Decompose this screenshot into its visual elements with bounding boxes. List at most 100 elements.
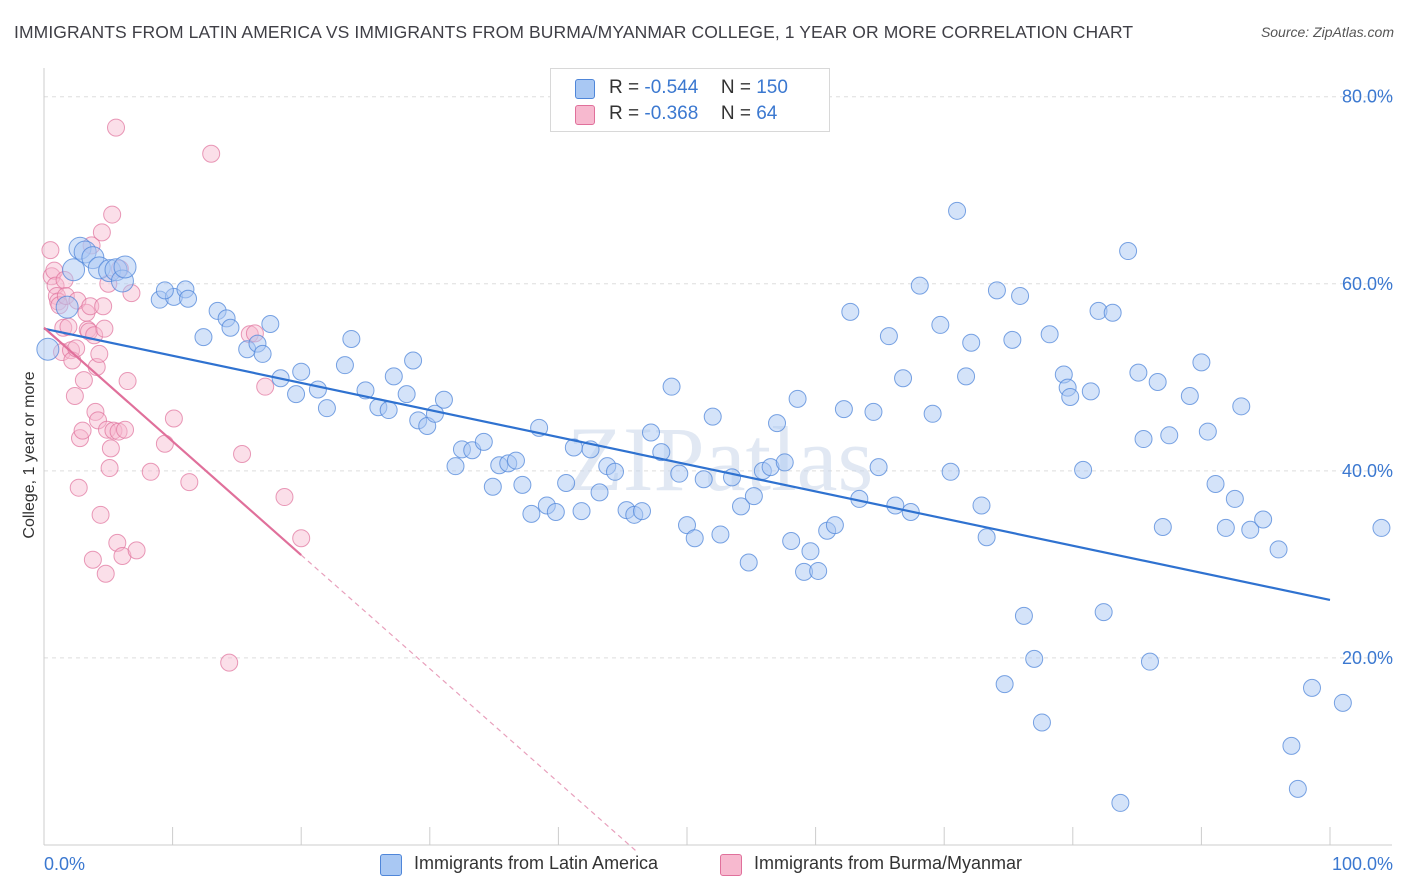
data-point-latin-america bbox=[1061, 387, 1080, 406]
data-point-latin-america bbox=[1032, 713, 1051, 732]
y-tick-label: 20.0% bbox=[1342, 648, 1393, 668]
data-point-latin-america bbox=[179, 289, 198, 308]
data-point-latin-america bbox=[335, 356, 354, 375]
data-point-latin-america bbox=[1040, 325, 1059, 344]
data-point-latin-america bbox=[379, 401, 398, 420]
data-point-latin-america bbox=[522, 504, 541, 523]
data-point-latin-america bbox=[1216, 518, 1235, 537]
trend-line-burma-extension bbox=[300, 554, 636, 851]
source-label: Source: ZipAtlas.com bbox=[1260, 24, 1394, 40]
legend-n-label: N = bbox=[720, 103, 751, 124]
data-point-latin-america bbox=[1094, 603, 1113, 622]
data-point-burma bbox=[292, 529, 311, 548]
data-point-latin-america bbox=[739, 553, 758, 572]
data-point-latin-america bbox=[474, 432, 493, 451]
data-point-latin-america bbox=[308, 380, 327, 399]
data-point-latin-america bbox=[1254, 510, 1273, 529]
data-point-latin-america bbox=[483, 477, 502, 496]
data-point-latin-america bbox=[1148, 372, 1167, 391]
burma-series bbox=[41, 118, 311, 672]
data-point-burma bbox=[164, 409, 183, 428]
data-point-latin-america bbox=[434, 390, 453, 409]
data-point-latin-america bbox=[962, 333, 981, 352]
y-tick-label: 80.0% bbox=[1342, 87, 1393, 107]
data-point-latin-america bbox=[36, 337, 60, 361]
data-point-burma bbox=[74, 371, 93, 390]
data-point-burma bbox=[113, 546, 132, 565]
data-point-burma bbox=[89, 411, 108, 430]
data-point-burma bbox=[71, 429, 90, 448]
data-point-burma bbox=[127, 541, 146, 560]
data-point-burma bbox=[96, 564, 115, 583]
data-point-burma bbox=[69, 478, 88, 497]
data-point-latin-america bbox=[62, 258, 86, 282]
legend-r-label: R = bbox=[609, 77, 640, 98]
data-point-burma bbox=[65, 387, 84, 406]
data-point-latin-america bbox=[1074, 460, 1093, 479]
data-point-burma bbox=[256, 377, 275, 396]
data-point-latin-america bbox=[957, 367, 976, 386]
data-point-latin-america bbox=[694, 470, 713, 489]
y-tick-label: 60.0% bbox=[1342, 274, 1393, 294]
data-point-burma bbox=[90, 344, 109, 363]
data-point-latin-america bbox=[253, 344, 272, 363]
data-point-latin-america bbox=[1241, 520, 1260, 539]
data-point-latin-america bbox=[1372, 518, 1391, 537]
legend-r-label: R = bbox=[609, 103, 640, 124]
data-point-latin-america bbox=[662, 377, 681, 396]
latin-america-series bbox=[36, 201, 1391, 812]
x-tick-label-min: 0.0% bbox=[44, 854, 85, 874]
data-point-burma bbox=[116, 420, 135, 439]
legend-r-value: -0.544 bbox=[644, 77, 699, 98]
data-point-latin-america bbox=[869, 458, 888, 477]
data-point-latin-america bbox=[194, 328, 213, 347]
legend-swatch-blue bbox=[575, 79, 595, 99]
data-point-burma bbox=[95, 319, 114, 338]
data-point-latin-america bbox=[506, 451, 525, 470]
data-point-latin-america bbox=[864, 402, 883, 421]
data-point-latin-america bbox=[55, 295, 79, 319]
data-point-latin-america bbox=[404, 351, 423, 370]
data-point-latin-america bbox=[1129, 363, 1148, 382]
data-point-latin-america bbox=[1232, 397, 1251, 416]
data-point-latin-america bbox=[1111, 793, 1130, 812]
legend-r-value: -0.368 bbox=[644, 103, 699, 124]
data-point-latin-america bbox=[879, 327, 898, 346]
data-point-latin-america bbox=[941, 462, 960, 481]
y-tick-label: 40.0% bbox=[1342, 461, 1393, 481]
data-point-burma bbox=[233, 445, 252, 464]
axes bbox=[43, 68, 1392, 846]
data-point-latin-america bbox=[317, 399, 336, 418]
bottom-legend-label: Immigrants from Burma/Myanmar bbox=[754, 853, 1023, 873]
data-point-latin-america bbox=[685, 529, 704, 548]
data-point-latin-america bbox=[384, 367, 403, 386]
bottom-legend-label: Immigrants from Latin America bbox=[414, 853, 659, 873]
data-point-latin-america bbox=[768, 414, 787, 433]
data-point-latin-america bbox=[744, 487, 763, 506]
data-point-latin-america bbox=[886, 496, 905, 515]
legend-swatch-pink bbox=[575, 105, 595, 125]
data-point-latin-america bbox=[1160, 426, 1179, 445]
data-point-latin-america bbox=[1333, 693, 1352, 712]
data-point-latin-america bbox=[632, 502, 651, 521]
data-point-latin-america bbox=[1119, 242, 1138, 261]
data-point-latin-america bbox=[1003, 330, 1022, 349]
data-point-burma bbox=[118, 372, 137, 391]
data-point-burma bbox=[100, 459, 119, 478]
data-point-burma bbox=[98, 420, 117, 439]
data-point-latin-america bbox=[809, 561, 828, 580]
data-point-latin-america bbox=[1192, 353, 1211, 372]
data-point-latin-america bbox=[703, 407, 722, 426]
data-point-latin-america bbox=[1225, 489, 1244, 508]
data-point-latin-america bbox=[1081, 382, 1100, 401]
data-point-burma bbox=[155, 434, 174, 453]
chart-title: IMMIGRANTS FROM LATIN AMERICA VS IMMIGRA… bbox=[14, 22, 1134, 42]
data-point-latin-america bbox=[711, 525, 730, 544]
data-point-latin-america bbox=[894, 369, 913, 388]
data-point-burma bbox=[275, 488, 294, 507]
data-point-latin-america bbox=[782, 532, 801, 551]
data-point-burma bbox=[109, 422, 128, 441]
data-point-burma bbox=[94, 297, 113, 316]
data-point-latin-america bbox=[788, 389, 807, 408]
data-point-latin-america bbox=[910, 276, 929, 295]
